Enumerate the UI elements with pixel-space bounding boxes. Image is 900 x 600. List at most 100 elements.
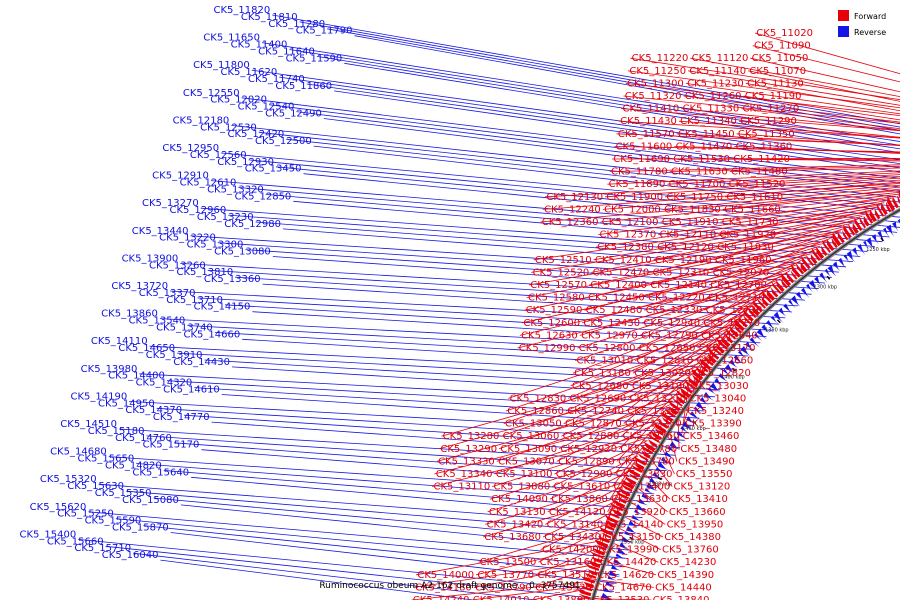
- forward-gene-label: CK5_13330: [438, 456, 495, 467]
- forward-connector: [731, 158, 900, 162]
- reverse-gene-glyph: [673, 436, 683, 444]
- reverse-gene-label: CK5_11740: [248, 74, 305, 85]
- forward-connector: [637, 290, 768, 349]
- forward-gene-glyph: [594, 539, 609, 548]
- forward-gene-label: CK5_12740: [567, 406, 624, 417]
- forward-connector: [664, 411, 678, 462]
- forward-gene-glyph: [863, 215, 870, 227]
- reverse-gene-glyph: [738, 350, 747, 359]
- reverse-connector: [166, 380, 705, 412]
- forward-gene-glyph: [580, 585, 593, 592]
- reverse-connector: [190, 235, 832, 278]
- forward-connector: [625, 478, 668, 513]
- forward-connector: [545, 486, 623, 525]
- forward-gene-glyph: [634, 461, 645, 471]
- forward-gene-glyph: [583, 581, 594, 589]
- forward-gene-label: CK5_11610: [726, 192, 783, 203]
- forward-gene-glyph: [716, 343, 725, 354]
- reverse-gene-label: CK5_15250: [57, 509, 114, 520]
- forward-connector: [609, 164, 900, 172]
- forward-gene-glyph: [646, 433, 660, 443]
- reverse-gene-label: CK5_12560: [190, 150, 247, 161]
- reverse-connector: [242, 338, 737, 370]
- forward-gene-label: CK5_13530: [593, 595, 650, 600]
- reverse-gene-label: CK5_14610: [163, 385, 220, 396]
- forward-gene-glyph: [780, 278, 788, 289]
- forward-gene-glyph: [627, 467, 641, 478]
- reverse-gene-label: CK5_14110: [91, 336, 148, 347]
- forward-connector: [623, 95, 900, 124]
- forward-gene-label: CK5_13100: [496, 469, 553, 480]
- reverse-gene-glyph: [617, 547, 629, 556]
- reverse-gene-glyph: [634, 509, 644, 516]
- forward-gene-label: CK5_12920: [560, 444, 617, 455]
- forward-gene-label: CK5_12890: [558, 456, 615, 467]
- forward-gene-label: CK5_13990: [602, 545, 659, 556]
- reverse-gene-label: CK5_16040: [102, 550, 159, 561]
- forward-gene-label: CK5_14000: [417, 570, 474, 581]
- forward-gene-label: CK5_11260: [685, 91, 742, 102]
- reverse-gene-label: CK5_13740: [156, 322, 213, 333]
- forward-gene-glyph: [576, 597, 585, 600]
- forward-gene-label: CK5_12770: [703, 318, 760, 329]
- reverse-gene-glyph: [745, 341, 754, 351]
- reverse-gene-glyph: [886, 224, 895, 237]
- reverse-gene-glyph: [621, 536, 634, 544]
- forward-connector: [630, 317, 741, 387]
- forward-gene-label: CK5_11520: [729, 179, 786, 190]
- forward-gene-glyph: [619, 487, 631, 497]
- reverse-gene-label: CK5_14510: [60, 419, 117, 430]
- forward-gene-glyph: [712, 345, 723, 356]
- forward-gene-label: CK5_11830: [664, 204, 721, 215]
- forward-connector: [413, 561, 591, 588]
- reverse-gene-glyph: [652, 472, 664, 480]
- reverse-connector: [200, 207, 861, 257]
- forward-gene-label: CK5_13180: [574, 368, 631, 379]
- reverse-gene-label: CK5_15870: [112, 523, 169, 534]
- reverse-gene-label: CK5_15180: [88, 426, 145, 437]
- forward-gene-label: CK5_12870: [565, 419, 622, 430]
- forward-gene-glyph: [611, 508, 622, 516]
- reverse-gene-label: CK5_13080: [214, 247, 271, 258]
- reverse-gene-label: CK5_13980: [81, 364, 138, 375]
- forward-connector: [586, 243, 824, 298]
- reverse-connector: [303, 173, 898, 233]
- reverse-connector: [115, 518, 623, 567]
- forward-gene-label: CK5_13500: [480, 557, 537, 568]
- reverse-gene-label: CK5_15660: [47, 536, 104, 547]
- reverse-gene-glyph: [699, 396, 709, 405]
- forward-gene-label: CK5_12710: [708, 293, 765, 304]
- reverse-gene-glyph: [806, 283, 814, 293]
- reverse-gene-glyph: [607, 575, 618, 581]
- reverse-gene-glyph: [832, 261, 841, 272]
- forward-gene-label: CK5_12510: [535, 255, 592, 266]
- forward-gene-glyph: [810, 253, 818, 265]
- forward-gene-glyph: [854, 217, 863, 232]
- forward-gene-glyph: [597, 535, 610, 544]
- reverse-gene-label: CK5_15620: [30, 502, 87, 513]
- forward-gene-label: CK5_12120: [657, 242, 714, 253]
- reverse-gene-glyph: [718, 373, 729, 383]
- reverse-gene-glyph: [791, 295, 801, 307]
- forward-gene-label: CK5_13190: [632, 381, 689, 392]
- reverse-gene-label: CK5_13270: [142, 198, 199, 209]
- reverse-gene-label: CK5_14950: [98, 398, 155, 409]
- backbone-line: [591, 208, 900, 600]
- forward-gene-glyph: [596, 544, 607, 551]
- tick-label: 1450 kbp: [682, 426, 706, 432]
- forward-connector: [558, 386, 683, 450]
- reverse-connector: [261, 42, 900, 142]
- reverse-gene-glyph: [827, 265, 837, 277]
- forward-connector: [416, 541, 598, 576]
- reverse-gene-glyph: [631, 514, 643, 522]
- reverse-gene-label: CK5_11590: [286, 53, 343, 64]
- forward-connector: [734, 146, 900, 154]
- forward-connector: [528, 230, 842, 286]
- forward-gene-track: [576, 189, 900, 600]
- reverse-gene-glyph: [649, 477, 659, 485]
- forward-gene-glyph: [761, 290, 773, 304]
- forward-gene-label: CK5_14620: [597, 570, 654, 581]
- forward-gene-label: CK5_13120: [673, 482, 730, 493]
- reverse-connector: [248, 159, 900, 223]
- tick-label: 1350 kbp: [765, 327, 789, 333]
